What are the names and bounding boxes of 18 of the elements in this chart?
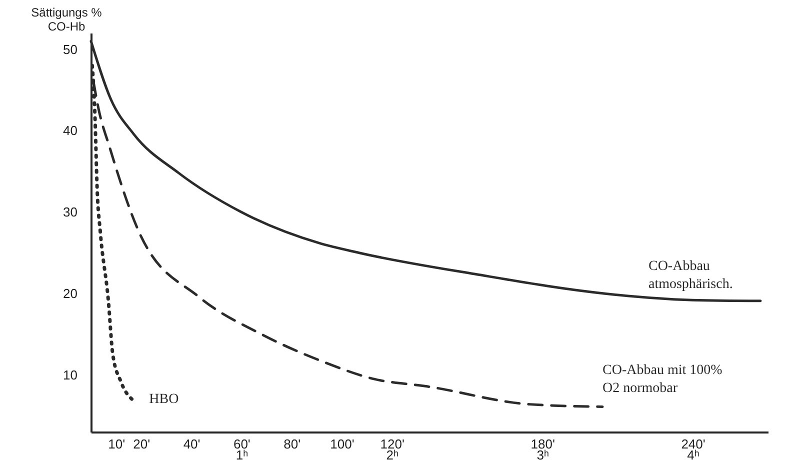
y-tick-label: 30 — [63, 204, 78, 220]
series-label: CO-Abbau atmosphärisch. — [648, 258, 733, 292]
x-tick-label: 240' 4ʰ — [681, 436, 706, 462]
x-tick-label: 180' 3ʰ — [530, 436, 555, 462]
x-tick-label: 80' — [284, 436, 301, 452]
y-axis-title: Sättigungs % CO-Hb — [31, 6, 102, 34]
y-tick-label: 50 — [63, 42, 78, 57]
y-tick-label: 40 — [63, 123, 78, 138]
x-tick-label: 100' — [330, 436, 354, 452]
series-label: CO-Abbau mit 100% O2 normobar — [602, 362, 723, 396]
x-tick-label: 120' 2ʰ — [380, 436, 404, 462]
y-tick-label: 20 — [63, 286, 78, 302]
y-tick-label: 10 — [63, 368, 78, 382]
x-tick-label: 40' — [183, 436, 200, 452]
x-tick-label: 20' — [133, 436, 150, 452]
x-tick-label: 60' 1ʰ — [233, 436, 250, 462]
x-tick-label: 10' — [108, 436, 126, 452]
series-label: HBO — [149, 392, 179, 407]
